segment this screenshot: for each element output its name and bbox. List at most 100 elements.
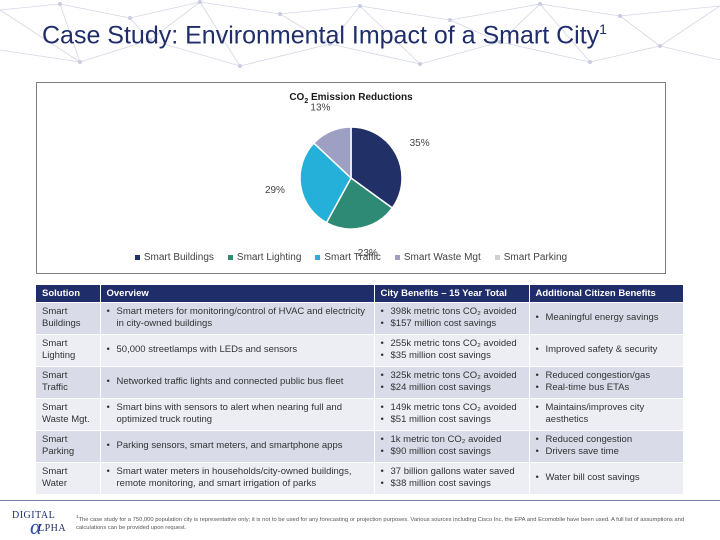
legend-swatch <box>494 255 500 260</box>
logo-text-bottom: LPHA <box>38 523 67 534</box>
table-row: Smart Parking Parking sensors, smart mete… <box>36 429 684 462</box>
logo-text-top: DIGITAL <box>12 510 56 521</box>
bullet-item: 50,000 streetlamps with LEDs and sensors <box>107 344 368 356</box>
bullet-item: Reduced congestion <box>536 434 678 446</box>
chart-title: CO2 Emission Reductions <box>37 92 665 105</box>
citizen-benefits-cell: Reduced congestionDrivers save time <box>529 429 684 462</box>
legend-label: Smart Parking <box>503 252 568 263</box>
overview-cell: Smart meters for monitoring/control of H… <box>100 301 375 334</box>
legend-item: Smart Waste Mgt <box>394 252 481 263</box>
benefits-table: Solution Overview City Benefits – 15 Yea… <box>36 285 684 494</box>
legend-swatch <box>315 255 321 260</box>
bullet-item: Reduced congestion/gas <box>536 370 678 382</box>
bullet-item: $90 million cost savings <box>381 446 523 458</box>
overview-cell: Smart bins with sensors to alert when ne… <box>100 397 375 430</box>
citizen-benefits-cell: Maintains/improves city aesthetics <box>529 397 684 430</box>
legend-item: Smart Lighting <box>227 252 302 263</box>
table-row: Smart Traffic Networked traffic lights an… <box>36 365 684 398</box>
solution-cell: Smart Lighting <box>36 333 101 366</box>
slice-label: 13% <box>310 102 330 113</box>
city-benefits-cell: 37 billion gallons water saved$38 millio… <box>374 461 530 494</box>
title-footnote-marker: 1 <box>599 21 607 37</box>
overview-cell: 50,000 streetlamps with LEDs and sensors <box>100 333 375 366</box>
footer-divider <box>0 500 720 501</box>
header-overview: Overview <box>100 285 375 302</box>
bullet-item: Smart bins with sensors to alert when ne… <box>107 402 368 426</box>
solution-cell: Smart Water <box>36 461 101 494</box>
overview-cell: Parking sensors, smart meters, and smart… <box>100 429 375 462</box>
bullet-item: 255k metric tons CO₂ avoided <box>381 338 523 350</box>
pie-chart-panel: CO2 Emission Reductions 35% 23% 29% 13% Sma… <box>36 82 666 274</box>
network-background-graphic <box>0 0 720 68</box>
chart-title-part-b: Emission Reductions <box>308 92 413 103</box>
slide-header: Case Study: Environmental Impact of a Sm… <box>0 0 720 72</box>
chart-title-part-a: CO <box>289 92 305 103</box>
bullet-item: 149k metric tons CO₂ avoided <box>381 402 523 414</box>
bullet-item: Parking sensors, smart meters, and smart… <box>107 440 368 452</box>
bullet-item: Smart meters for monitoring/control of H… <box>107 306 368 330</box>
chart-title-subscript: 2 <box>304 98 309 105</box>
legend-item: Smart Buildings <box>134 252 214 263</box>
page-title: Case Study: Environmental Impact of a Sm… <box>42 21 607 50</box>
bullet-item: Meaningful energy savings <box>536 312 678 324</box>
header-citizen-benefits: Additional Citizen Benefits <box>529 285 684 302</box>
bullet-item: $157 million cost savings <box>381 318 523 330</box>
citizen-benefits-cell: Improved safety & security <box>529 333 684 366</box>
legend-label: Smart Waste Mgt <box>403 252 481 263</box>
city-benefits-cell: 255k metric tons CO₂ avoided$35 million … <box>374 333 530 366</box>
city-benefits-cell: 149k metric tons CO₂ avoided$51 million … <box>374 397 530 430</box>
bullet-item: $38 million cost savings <box>381 478 523 490</box>
legend-label: Smart Traffic <box>324 252 381 263</box>
slice-label: 35% <box>410 138 430 149</box>
company-logo: DIGITAL α LPHA <box>12 508 70 539</box>
pie-chart: 35% 23% 29% 13% <box>265 102 430 259</box>
citizen-benefits-cell: Meaningful energy savings <box>529 301 684 334</box>
bullet-item: Smart water meters in households/city-ow… <box>107 466 368 490</box>
header-city-benefits: City Benefits – 15 Year Total <box>374 285 530 302</box>
bullet-item: 37 billion gallons water saved <box>381 466 523 478</box>
solution-cell: Smart Waste Mgt. <box>36 397 101 430</box>
table-row: Smart Lighting 50,000 streetlamps with LE… <box>36 333 684 366</box>
citizen-benefits-cell: Reduced congestion/gasReal-time bus ETAs <box>529 365 684 398</box>
slice-label: 23% <box>358 248 378 259</box>
header-solution: Solution <box>36 285 101 302</box>
city-benefits-cell: 1k metric ton CO₂ avoided$90 million cos… <box>374 429 530 462</box>
bullet-item: Improved safety & security <box>536 344 678 356</box>
overview-cell: Networked traffic lights and connected p… <box>100 365 375 398</box>
bullet-item: Water bill cost savings <box>536 472 678 484</box>
footnote-marker: 1 <box>76 514 79 519</box>
city-benefits-cell: 325k metric tons CO₂ avoided$24 million … <box>374 365 530 398</box>
pie-slice <box>350 126 403 210</box>
bullet-item: 398k metric tons CO₂ avoided <box>381 306 523 318</box>
overview-cell: Smart water meters in households/city-ow… <box>100 461 375 494</box>
legend-swatch <box>394 255 400 260</box>
slice-label: 29% <box>265 185 285 196</box>
bullet-item: Drivers save time <box>536 446 678 458</box>
bullet-item: $24 million cost savings <box>381 382 523 394</box>
chart-legend: Smart Buildings Smart Lighting Smart Traff… <box>37 252 665 263</box>
bullet-item: $51 million cost savings <box>381 414 523 426</box>
bullet-item: Networked traffic lights and connected p… <box>107 376 368 388</box>
pie-slice <box>312 126 352 180</box>
legend-label: Smart Buildings <box>143 252 214 263</box>
bullet-item: $35 million cost savings <box>381 350 523 362</box>
page-title-text: Case Study: Environmental Impact of a Sm… <box>42 21 600 50</box>
alpha-icon: α <box>30 514 42 539</box>
bullet-item: Maintains/improves city aesthetics <box>536 402 678 426</box>
bullet-item: Real-time bus ETAs <box>536 382 678 394</box>
footnote: 1The case study for a 750,000 population… <box>76 513 706 532</box>
city-benefits-cell: 398k metric tons CO₂ avoided$157 million… <box>374 301 530 334</box>
pie-slice <box>299 142 352 224</box>
bullet-item: 325k metric tons CO₂ avoided <box>381 370 523 382</box>
legend-swatch <box>227 255 233 260</box>
bullet-item: 1k metric ton CO₂ avoided <box>381 434 523 446</box>
pie-slice <box>325 176 394 230</box>
legend-item: Smart Traffic <box>315 252 381 263</box>
footnote-text: The case study for a 750,000 population … <box>76 516 685 531</box>
legend-swatch <box>134 255 140 260</box>
solution-cell: Smart Traffic <box>36 365 101 398</box>
legend-label: Smart Lighting <box>236 252 302 263</box>
table-row: Smart Waste Mgt.Smart bins with sensors … <box>36 397 684 430</box>
